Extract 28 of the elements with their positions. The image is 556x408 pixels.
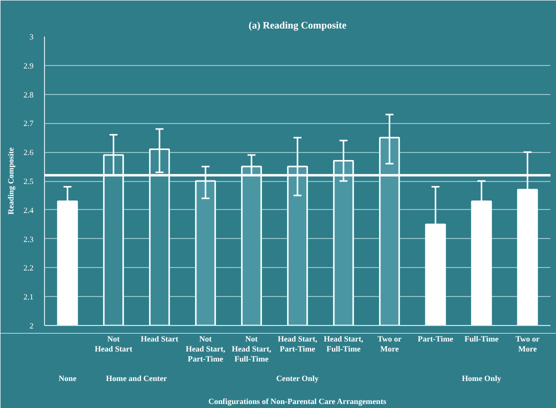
x-axis-title: Configurations of Non-Parental Care Arrangements	[208, 397, 386, 406]
x-tick-label: Full-Time	[464, 334, 499, 344]
y-tick-label: 2.2	[24, 264, 34, 273]
y-axis-title: Reading Composite	[6, 147, 16, 214]
y-tick-label: 2.9	[24, 61, 34, 70]
text: None	[58, 374, 77, 383]
x-tick-label: Two or More	[515, 334, 540, 354]
y-tick-label: 2.5	[24, 177, 34, 186]
x-tick-label: Two or More	[377, 334, 402, 354]
x-tick-label: Head Start, Part-Time	[278, 334, 318, 354]
y-tick-label: 3	[30, 32, 34, 42]
x-tick-label: Head Start, Full-Time	[324, 334, 364, 354]
x-tick-label: Not Head Start, Part-Time	[186, 334, 226, 364]
chart-title: (a) Reading Composite	[248, 20, 347, 32]
y-tick-label: 2.3	[24, 234, 34, 244]
y-tick-label: 2.7	[24, 119, 34, 128]
x-tick-label: Not Head Start, Full-Time	[232, 334, 272, 364]
x-tick-label: Not Head Start	[94, 334, 133, 354]
y-tick-label: 2	[30, 322, 34, 330]
y-tick-label: 2.4	[24, 206, 34, 215]
y-tick-label: 2.1	[24, 292, 34, 302]
text: Center Only	[276, 374, 319, 383]
text: Home and Center	[106, 374, 168, 383]
y-tick-label: 2.6	[24, 148, 34, 158]
x-tick-label: Part-Time	[418, 334, 454, 344]
y-tick-label: 2.8	[24, 90, 34, 100]
text: Home Only	[462, 374, 502, 383]
x-tick-label: Head Start	[140, 334, 179, 344]
